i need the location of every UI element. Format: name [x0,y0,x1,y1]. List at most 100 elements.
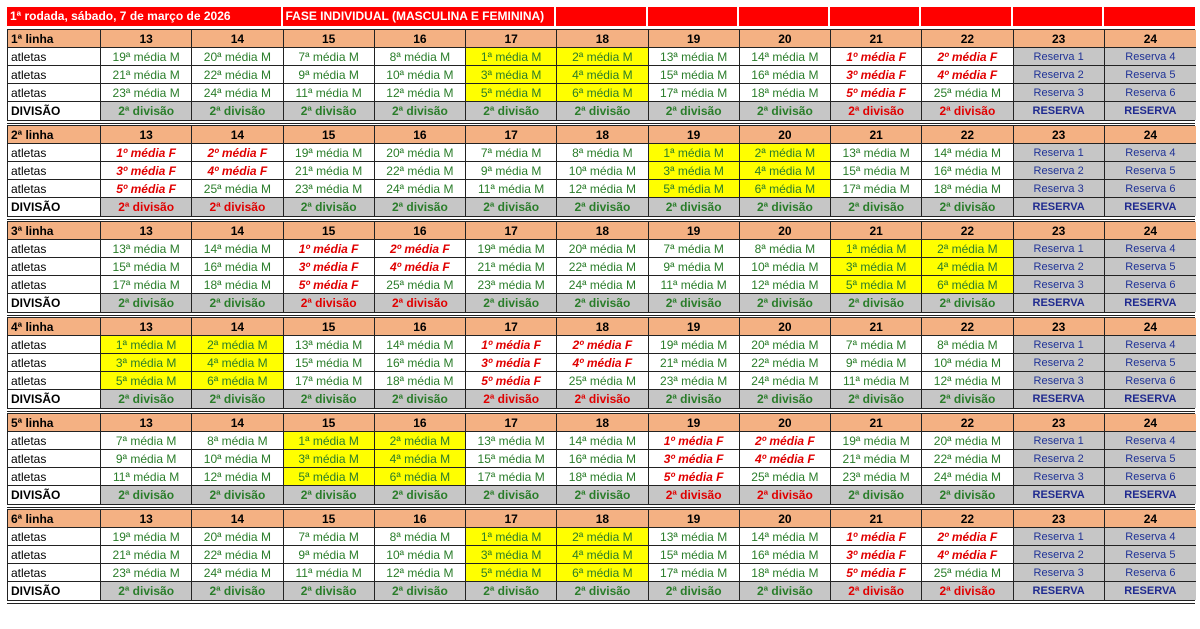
lane-number: 22 [922,126,1014,144]
lane-number: 18 [557,318,649,336]
athlete-cell: 25ª média M [557,372,649,390]
athlete-cell: 19ª média M [831,432,923,450]
athlete-cell: 14ª média M [922,144,1014,162]
athlete-cell: Reserva 1 [1013,528,1105,546]
athlete-cell: 24ª média M [922,468,1014,486]
athlete-cell: 4ª média M [922,258,1014,276]
division-cell: 2ª divisão [557,582,649,600]
athlete-cell: 21ª média M [101,66,193,84]
athletes-row: atletas 9ª média M 10ª média M 3ª média M 4ª… [8,450,1196,468]
lane-number: 20 [739,126,831,144]
athlete-cell: 2º média F [922,48,1014,66]
round-title: 1ª rodada, sábado, 7 de março de 2026 [7,7,283,26]
athlete-cell: 9ª média M [831,354,923,372]
division-cell: 2ª divisão [557,390,649,408]
athlete-cell: 2ª média M [557,528,649,546]
division-cell: 2ª divisão [648,390,740,408]
athlete-cell: Reserva 4 [1104,48,1196,66]
athlete-cell: 2º média F [374,240,466,258]
athletes-row: atletas 5ª média M 6ª média M 17ª média M 18… [8,372,1196,390]
athlete-cell: 2º média F [739,432,831,450]
division-cell: 2ª divisão [192,486,284,504]
row-label: atletas [8,336,101,354]
athlete-cell: 13ª média M [648,48,740,66]
lane-number: 22 [922,318,1014,336]
division-cell: RESERVA [1013,390,1105,408]
lane-number: 21 [831,126,923,144]
athlete-cell: 1º média F [283,240,375,258]
athlete-cell: 4º média F [192,162,284,180]
row-label: atletas [8,258,101,276]
division-cell: 2ª divisão [374,390,466,408]
division-cell: 2ª divisão [101,582,193,600]
athlete-cell: 22ª média M [557,258,649,276]
athlete-cell: 22ª média M [739,354,831,372]
athlete-cell: Reserva 5 [1104,258,1196,276]
athlete-cell: Reserva 5 [1104,162,1196,180]
athlete-cell: 15ª média M [831,162,923,180]
title-fill [921,7,1013,26]
athlete-cell: 7ª média M [648,240,740,258]
lane-number: 13 [101,126,193,144]
lane-number: 20 [739,30,831,48]
division-cell: 2ª divisão [831,294,923,312]
lane-number: 23 [1013,126,1105,144]
athlete-cell: 14ª média M [374,336,466,354]
athletes-row: atletas 23ª média M 24ª média M 11ª média M… [8,84,1196,102]
athlete-cell: 4ª média M [739,162,831,180]
athlete-cell: 19ª média M [283,144,375,162]
division-cell: 2ª divisão [648,582,740,600]
athlete-cell: 2ª média M [922,240,1014,258]
athlete-cell: 24ª média M [557,276,649,294]
division-cell: 2ª divisão [283,582,375,600]
division-cell: RESERVA [1013,486,1105,504]
division-cell: 2ª divisão [466,486,558,504]
athletes-row: atletas 3ª média M 4ª média M 15ª média M 16… [8,354,1196,372]
lane-number: 18 [557,126,649,144]
athlete-cell: Reserva 6 [1104,180,1196,198]
lane-number: 24 [1104,126,1196,144]
lane-number: 24 [1104,222,1196,240]
athlete-cell: 2º média F [557,336,649,354]
athlete-cell: Reserva 4 [1104,528,1196,546]
athlete-cell: 5ª média M [648,180,740,198]
athlete-cell: 8ª média M [374,48,466,66]
athlete-cell: 25ª média M [922,564,1014,582]
lane-number: 23 [1013,222,1105,240]
division-cell: 2ª divisão [192,582,284,600]
division-cell: 2ª divisão [101,390,193,408]
lane-number: 16 [374,318,466,336]
athlete-cell: 10ª média M [739,258,831,276]
athlete-cell: 17ª média M [648,564,740,582]
athletes-row: atletas 1ª média M 2ª média M 13ª média M 14… [8,336,1196,354]
athlete-cell: 3ª média M [101,354,193,372]
row-label: atletas [8,564,101,582]
division-label: DIVISÃO [8,582,101,600]
division-label: DIVISÃO [8,198,101,216]
athlete-cell: 5ª média M [831,276,923,294]
lane-number: 15 [283,510,375,528]
athlete-cell: 5º média F [648,468,740,486]
line-label: 2ª linha [8,126,101,144]
athlete-cell: 24ª média M [192,84,284,102]
row-label: atletas [8,432,101,450]
athlete-cell: 23ª média M [283,180,375,198]
athlete-cell: 18ª média M [922,180,1014,198]
athlete-cell: 2ª média M [192,336,284,354]
athlete-cell: 5º média F [466,372,558,390]
athlete-cell: 11ª média M [283,564,375,582]
lane-number: 13 [101,30,193,48]
athlete-cell: 22ª média M [922,450,1014,468]
athlete-cell: 7ª média M [466,144,558,162]
athlete-cell: 23ª média M [648,372,740,390]
title-fill [556,7,648,26]
lane-number: 17 [466,414,558,432]
division-cell: RESERVA [1104,198,1196,216]
lane-number: 13 [101,318,193,336]
lane-number: 16 [374,510,466,528]
phase-title: FASE INDIVIDUAL (MASCULINA E FEMININA) [282,7,557,26]
athlete-cell: 9ª média M [466,162,558,180]
line-block: 3ª linha 13 14 15 16 17 18 19 20 21 22 23 24 atletas 1… [7,221,1196,313]
lane-number: 19 [648,414,740,432]
